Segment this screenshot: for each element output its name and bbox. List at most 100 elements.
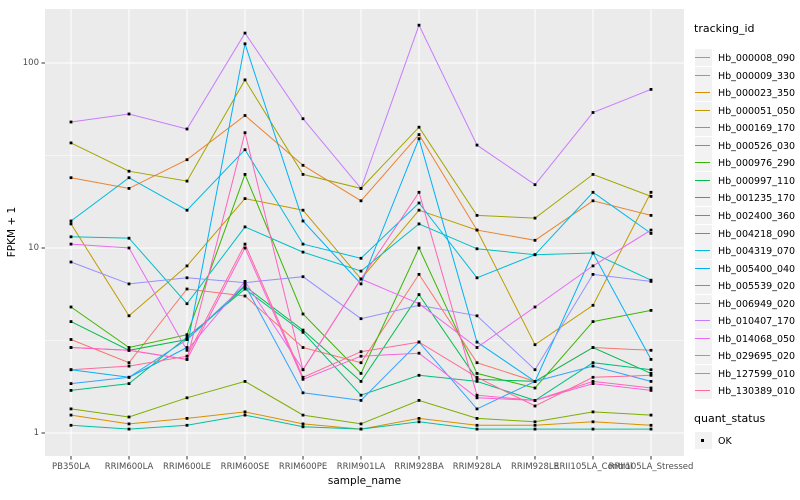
y-tick-label: 10 xyxy=(28,243,39,253)
legend-line-swatch xyxy=(695,127,710,129)
data-point xyxy=(69,423,73,427)
legend-entry-Hb_004218_090: Hb_004218_090 xyxy=(694,224,800,243)
data-point xyxy=(301,425,305,429)
legend-entry-Hb_000997_110: Hb_000997_110 xyxy=(694,171,800,190)
legend-entry-Hb_000169_170: Hb_000169_170 xyxy=(694,119,800,137)
data-point xyxy=(243,283,247,287)
data-point xyxy=(127,364,131,368)
data-point xyxy=(533,183,537,187)
legend-entry-quant-ok: OK xyxy=(694,432,794,450)
data-point xyxy=(185,208,189,212)
x-tick-label-RRIM901LA: RRIM901LA xyxy=(336,462,386,472)
data-point xyxy=(533,420,537,424)
data-point xyxy=(69,305,73,309)
x-tick-label-PB350LA: PB350LA xyxy=(52,462,90,472)
data-point xyxy=(301,413,305,417)
data-point xyxy=(649,280,653,283)
data-point xyxy=(533,368,537,372)
data-point xyxy=(591,382,595,385)
legend-label: Hb_000169_170 xyxy=(718,123,796,135)
data-point xyxy=(301,375,305,379)
data-point xyxy=(475,276,479,280)
data-point xyxy=(359,354,363,358)
legend-label: Hb_001235_170 xyxy=(718,193,796,205)
data-point xyxy=(185,417,189,420)
data-point xyxy=(69,141,73,145)
data-point xyxy=(69,368,73,372)
data-point xyxy=(301,368,305,372)
legend-label: Hb_000009_330 xyxy=(718,70,796,82)
legend-label: Hb_000008_090 xyxy=(718,53,796,64)
data-point xyxy=(185,276,189,280)
data-point xyxy=(359,199,363,203)
data-point xyxy=(649,228,653,232)
data-point xyxy=(591,364,595,368)
data-point xyxy=(243,148,247,152)
data-point xyxy=(127,427,131,431)
legend-line-swatch xyxy=(695,214,710,216)
data-point xyxy=(243,173,247,176)
legend-line-swatch xyxy=(695,320,710,322)
data-point xyxy=(127,422,131,426)
data-point xyxy=(301,173,305,176)
y-tick-label: 1 xyxy=(33,428,39,438)
data-point xyxy=(649,309,653,312)
data-point xyxy=(417,23,421,27)
x-tick-label-RRII105LA_Control: RRII105LA_Control xyxy=(553,462,633,472)
x-tick-label-RRIM928BA: RRIM928BA xyxy=(394,462,444,472)
data-point xyxy=(475,417,479,420)
x-tick-label-RRIM600LE: RRIM600LE xyxy=(163,462,211,472)
data-point xyxy=(591,427,595,431)
x-tick-label-RRIM928LE: RRIM928LE xyxy=(511,462,559,472)
data-point xyxy=(243,197,247,200)
data-point xyxy=(301,422,305,426)
data-point xyxy=(69,413,73,417)
data-point xyxy=(475,314,479,318)
legend-entry-Hb_000051_050: Hb_000051_050 xyxy=(694,101,800,120)
legend-label: Hb_000976_290 xyxy=(718,158,796,170)
data-point xyxy=(591,264,595,268)
data-point xyxy=(185,158,189,162)
legend-label: Hb_004218_090 xyxy=(718,228,796,240)
data-point xyxy=(127,246,131,250)
legend-label: Hb_010407_170 xyxy=(718,316,796,328)
legend-label: Hb_029695_020 xyxy=(718,351,796,363)
data-point xyxy=(69,260,73,264)
data-point xyxy=(127,282,131,286)
data-point xyxy=(185,127,189,131)
data-point xyxy=(243,131,247,135)
data-point xyxy=(417,420,421,424)
data-point xyxy=(475,247,479,251)
legend-entry-Hb_002400_360: Hb_002400_360 xyxy=(694,206,800,225)
data-point xyxy=(127,375,131,379)
data-point xyxy=(649,427,653,431)
data-point xyxy=(475,372,479,375)
data-point xyxy=(185,335,189,339)
data-point xyxy=(591,251,595,255)
data-point xyxy=(475,375,479,379)
data-point xyxy=(533,427,537,431)
data-point xyxy=(417,133,421,136)
data-point xyxy=(359,380,363,383)
data-point xyxy=(359,277,363,281)
data-point xyxy=(591,380,595,383)
data-point xyxy=(243,31,247,35)
data-point xyxy=(649,373,653,377)
legend-label: Hb_000997_110 xyxy=(718,175,796,187)
data-point xyxy=(127,176,131,180)
data-point xyxy=(591,111,595,114)
data-point xyxy=(127,236,131,240)
legend-label: Hb_004319_070 xyxy=(718,246,796,258)
legend-line-swatch xyxy=(695,197,710,199)
data-point xyxy=(243,114,247,117)
data-point xyxy=(533,399,537,402)
data-point xyxy=(649,348,653,352)
data-point xyxy=(591,346,595,349)
data-point xyxy=(185,423,189,427)
black-square-marker-icon xyxy=(701,439,705,443)
data-point xyxy=(591,303,595,307)
legend: tracking_id Hb_000008_090 Hb_000009_330 Hb… xyxy=(694,22,800,449)
data-point xyxy=(301,250,305,254)
data-point xyxy=(127,415,131,419)
